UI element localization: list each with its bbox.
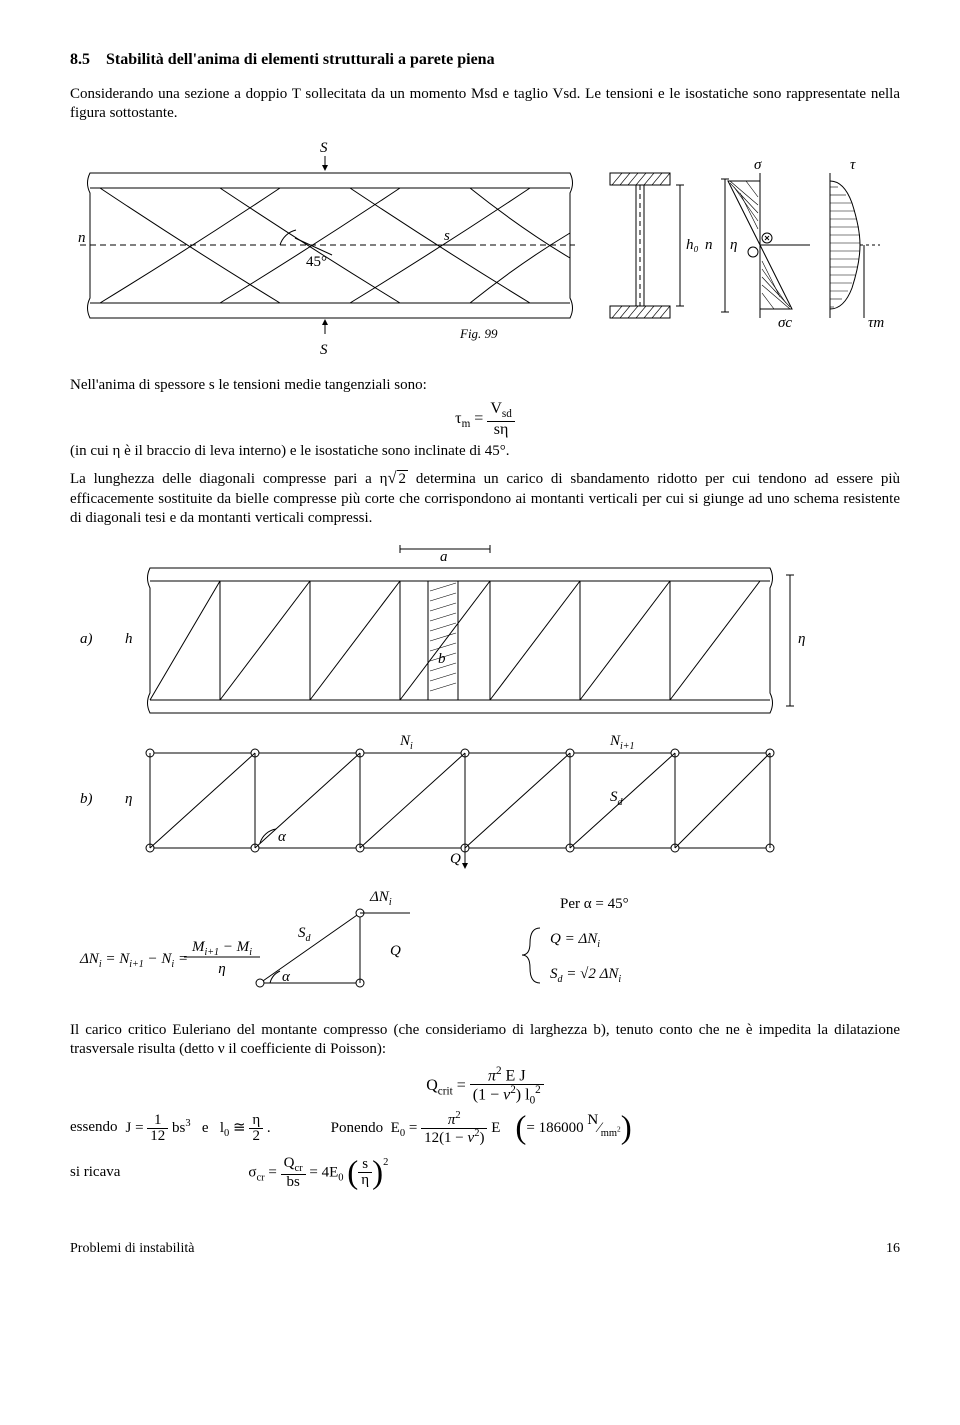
svg-text:s: s: [444, 228, 450, 244]
section-heading: 8.5 Stabilità dell'anima di elementi str…: [70, 50, 900, 71]
svg-text:Q: Q: [390, 943, 401, 959]
svg-text:α: α: [278, 829, 287, 845]
svg-text:ΔNi = Ni+1 − Ni =: ΔNi = Ni+1 − Ni =: [79, 951, 188, 970]
svg-text:Per α = 45°: Per α = 45°: [560, 896, 629, 912]
svg-text:ΔNi: ΔNi: [369, 889, 392, 908]
svg-text:Mi+1 − Mi: Mi+1 − Mi: [191, 939, 252, 958]
svg-text:α: α: [282, 969, 291, 985]
svg-text:S: S: [320, 342, 328, 358]
svg-text:Sd: Sd: [298, 925, 312, 944]
paragraph-tau-lead: Nell'anima di spessore s le tensioni med…: [70, 376, 900, 396]
svg-text:η: η: [125, 791, 132, 807]
footer-page-number: 16: [886, 1240, 900, 1258]
svg-text:η: η: [218, 961, 225, 977]
svg-text:n: n: [78, 230, 86, 246]
si-ricava-label: si ricava: [70, 1163, 128, 1183]
svg-text:τm: τm: [868, 315, 884, 331]
formula-tau-m: τm = Vsd sη: [70, 401, 900, 437]
section-number: 8.5: [70, 51, 90, 68]
svg-text:η: η: [730, 237, 737, 253]
svg-text:Ni+1: Ni+1: [609, 733, 635, 752]
svg-text:Ni: Ni: [399, 733, 413, 752]
paragraph-diagonals: La lunghezza delle diagonali compresse p…: [70, 467, 900, 529]
svg-text:h₀: h₀: [686, 237, 699, 253]
svg-text:h: h: [125, 631, 133, 647]
figure-truss-scheme: a) h a b: [70, 543, 900, 1003]
svg-text:σ: σ: [754, 157, 762, 173]
figure-99-caption: Fig. 99: [459, 326, 498, 341]
figure-99: S S n 45° s: [70, 138, 900, 358]
svg-text:Q: Q: [450, 851, 461, 867]
svg-text:b): b): [80, 791, 93, 807]
formula-essendo-row: essendo J = 112 bs3 e l0 ≅ η2 . Ponendo …: [70, 1111, 900, 1146]
paragraph-intro: Considerando una sezione a doppio T soll…: [70, 85, 900, 124]
svg-text:S: S: [320, 140, 328, 156]
essendo-label: essendo: [70, 1118, 126, 1138]
svg-text:η: η: [798, 631, 805, 647]
formula-si-ricava-row: si ricava σcr = Qcrbs = 4E0 (sη)2: [70, 1156, 900, 1191]
paragraph-45deg: (in cui η è il braccio di leva interno) …: [70, 442, 900, 462]
section-title: Stabilità dell'anima di elementi struttu…: [106, 51, 495, 68]
angle-45-label: 45°: [306, 254, 327, 270]
formula-qcrit: Qcrit = π2 E J (1 − ν2) l02: [70, 1066, 900, 1107]
svg-text:b: b: [438, 651, 446, 667]
svg-text:Q = ΔNi: Q = ΔNi: [550, 931, 600, 950]
svg-text:a: a: [440, 549, 448, 565]
svg-text:n: n: [705, 237, 713, 253]
page-footer: Problemi di instabilità 16: [70, 1240, 900, 1258]
paragraph-euler: Il carico critico Euleriano del montante…: [70, 1021, 900, 1060]
svg-text:a): a): [80, 631, 93, 647]
footer-title: Problemi di instabilità: [70, 1240, 194, 1258]
svg-text:σc: σc: [778, 315, 792, 331]
svg-text:Sd: Sd: [610, 789, 624, 808]
svg-text:τ: τ: [850, 157, 856, 173]
svg-text:Sd = √2 ΔNi: Sd = √2 ΔNi: [550, 966, 621, 985]
